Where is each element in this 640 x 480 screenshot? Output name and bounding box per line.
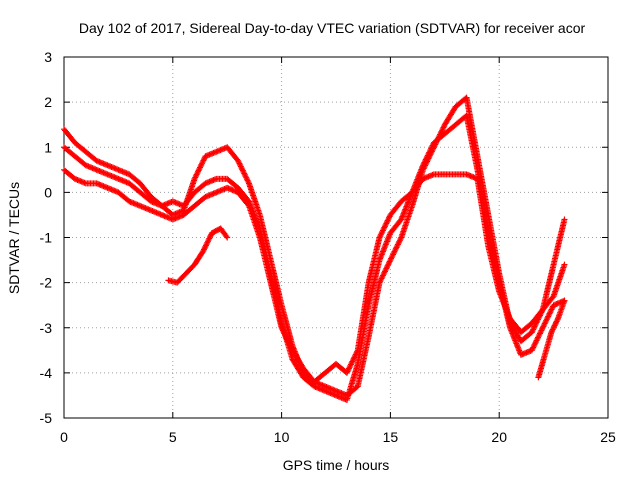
- data-point: [206, 235, 213, 242]
- x-axis-label: GPS time / hours: [283, 457, 390, 473]
- data-point: [551, 322, 558, 329]
- data-point: [201, 245, 208, 252]
- data-point: [205, 236, 212, 243]
- y-tick-label: 0: [44, 184, 52, 200]
- x-tick-label: 0: [60, 429, 68, 445]
- data-point: [561, 261, 568, 268]
- data-point: [561, 297, 568, 304]
- y-tick-label: 3: [44, 49, 52, 65]
- data-point: [552, 321, 559, 328]
- x-tick-label: 15: [383, 429, 399, 445]
- x-tick-label: 5: [169, 429, 177, 445]
- chart-title: Day 102 of 2017, Sidereal Day-to-day VTE…: [79, 20, 586, 36]
- data-series: [61, 94, 568, 403]
- data-point: [548, 329, 555, 336]
- x-tick-label: 25: [600, 429, 616, 445]
- series-track-c: [61, 166, 568, 385]
- data-point: [207, 232, 214, 239]
- data-point: [202, 242, 209, 249]
- data-point: [551, 323, 558, 330]
- y-tick-label: 2: [44, 94, 52, 110]
- data-point: [552, 319, 559, 326]
- data-point: [223, 233, 230, 240]
- data-point: [204, 238, 211, 245]
- series-segment-e: [535, 297, 568, 381]
- data-point: [561, 216, 568, 223]
- y-tick-label: -2: [40, 275, 53, 291]
- data-point: [200, 248, 207, 255]
- data-point: [206, 234, 213, 241]
- data-point: [203, 241, 210, 248]
- y-tick-label: 1: [44, 139, 52, 155]
- data-point: [549, 326, 556, 333]
- data-point: [202, 243, 209, 250]
- data-point: [224, 234, 231, 241]
- data-point: [554, 317, 561, 324]
- data-point: [204, 239, 211, 246]
- data-point: [553, 318, 560, 325]
- y-tick-label: -1: [40, 230, 53, 246]
- y-axis-label: SDTVAR / TECUs: [6, 182, 22, 294]
- data-point: [200, 246, 207, 253]
- x-tick-labels: 0 5 10 15 20 25: [60, 429, 616, 445]
- x-tick-label: 20: [491, 429, 507, 445]
- series-segment-d: [165, 225, 231, 286]
- y-tick-label: -3: [40, 320, 53, 336]
- y-tick-label: -5: [40, 410, 53, 426]
- data-point: [549, 327, 556, 334]
- y-tick-labels: -5 -4 -3 -2 -1 0 1 2 3: [40, 49, 53, 426]
- y-tick-label: -4: [40, 365, 53, 381]
- axis-ticks: [63, 56, 609, 419]
- data-point: [550, 325, 557, 332]
- x-tick-label: 10: [274, 429, 290, 445]
- grid-lines: [64, 57, 608, 418]
